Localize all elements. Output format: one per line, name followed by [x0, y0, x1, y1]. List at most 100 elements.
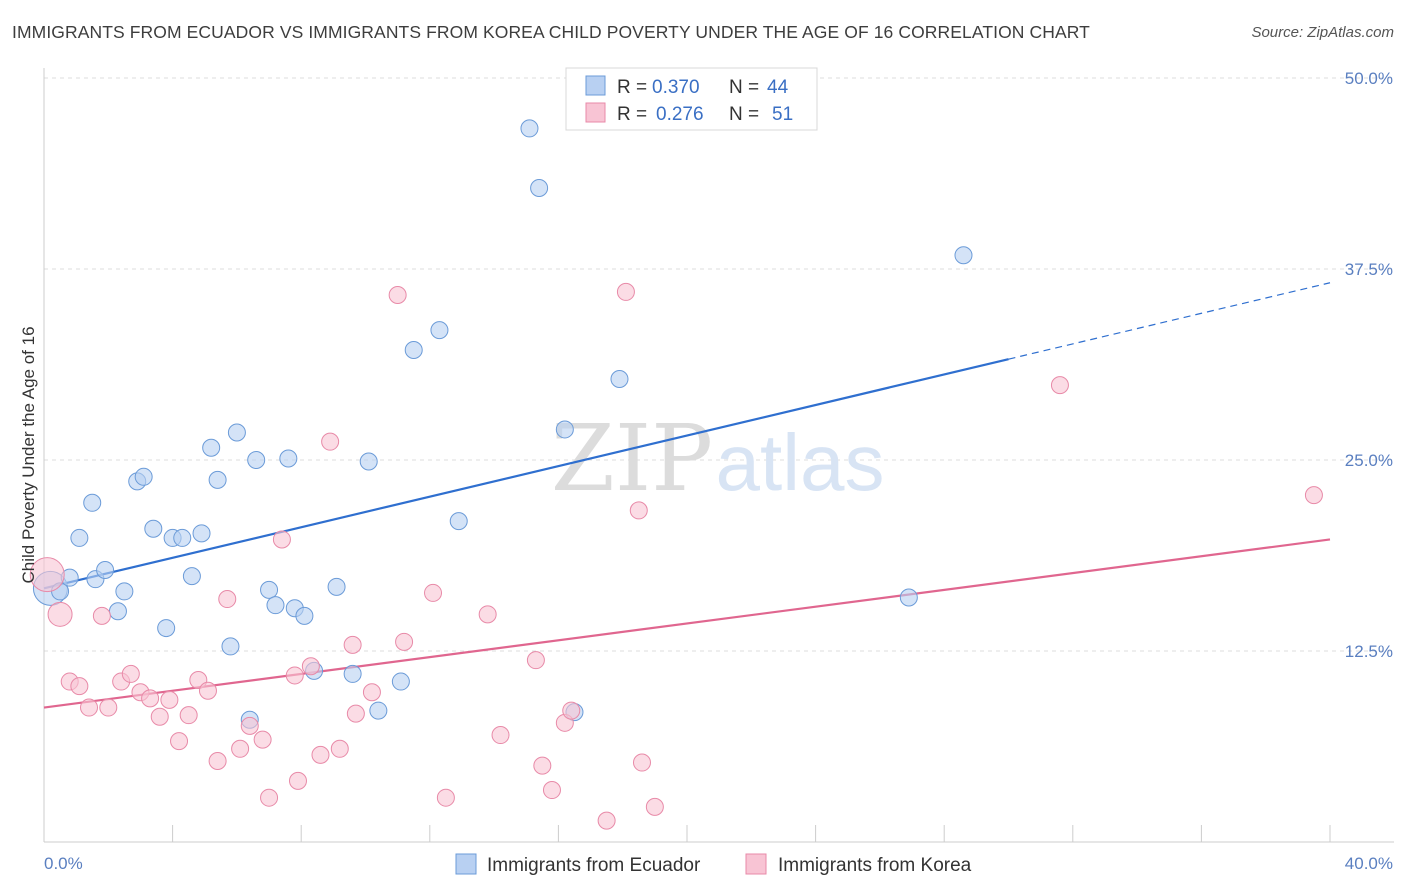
legend-r-label-korea: R = — [617, 104, 647, 125]
y-axis-title: Child Poverty Under the Age of 16 — [19, 326, 38, 583]
point-korea-45 — [616, 282, 635, 301]
point-korea-1 — [47, 601, 73, 627]
point-ecuador-37 — [530, 179, 549, 198]
point-ecuador-34 — [430, 321, 449, 340]
legend-n-value-ecuador: 44 — [767, 77, 789, 98]
point-korea-27 — [311, 745, 330, 764]
point-ecuador-20 — [227, 423, 246, 442]
point-korea-5 — [92, 606, 111, 625]
point-korea-41 — [542, 781, 561, 800]
point-korea-47 — [632, 753, 651, 772]
top-legend: R = 0.370 N = 44 R = 0.276 N = 51 — [565, 67, 818, 131]
point-korea-35 — [424, 583, 443, 602]
point-ecuador-15 — [182, 567, 201, 586]
point-ecuador-7 — [108, 602, 127, 621]
y-tick-label-1: 25.0% — [1345, 451, 1393, 470]
point-ecuador-32 — [391, 672, 410, 691]
point-ecuador-19 — [221, 637, 240, 656]
point-ecuador-42 — [899, 588, 918, 607]
point-ecuador-4 — [70, 528, 89, 547]
point-ecuador-36 — [520, 119, 539, 138]
point-korea-38 — [491, 726, 510, 745]
point-ecuador-33 — [404, 340, 423, 359]
watermark-atlas: atlas — [716, 418, 885, 507]
point-korea-6 — [99, 698, 118, 717]
legend-r-value-ecuador: 0.370 — [652, 77, 700, 98]
point-korea-8 — [121, 664, 140, 683]
point-ecuador-22 — [260, 580, 279, 599]
x-tick-label-min: 0.0% — [44, 854, 83, 873]
point-korea-0 — [29, 557, 65, 593]
point-ecuador-11 — [144, 519, 163, 538]
point-ecuador-23 — [266, 596, 285, 615]
data-points — [29, 119, 1323, 830]
point-ecuador-31 — [369, 701, 388, 720]
legend-r-value-korea: 0.276 — [656, 104, 704, 125]
trend-lines — [43, 282, 1331, 709]
trend-line-ecuador — [43, 358, 1009, 590]
bottom-legend-label-ecuador: Immigrants from Ecuador — [487, 855, 701, 876]
point-korea-46 — [629, 501, 648, 520]
legend-n-value-korea: 51 — [772, 104, 793, 125]
point-ecuador-3 — [83, 493, 102, 512]
point-ecuador-26 — [295, 606, 314, 625]
y-tick-labels: 12.5% 25.0% 37.5% 50.0% — [1345, 69, 1393, 661]
legend-n-label-ecuador: N = — [729, 77, 759, 98]
point-korea-31 — [346, 704, 365, 723]
point-ecuador-43 — [954, 246, 973, 265]
legend-r-label-ecuador: R = — [617, 77, 647, 98]
point-korea-32 — [362, 683, 381, 702]
point-ecuador-16 — [192, 524, 211, 543]
point-korea-20 — [240, 716, 259, 735]
watermark-zip: ZIP — [551, 405, 713, 512]
point-ecuador-10 — [134, 467, 153, 486]
point-korea-34 — [395, 632, 414, 651]
point-korea-24 — [285, 666, 304, 685]
grid-lines — [44, 77, 1394, 652]
point-ecuador-38 — [555, 420, 574, 439]
watermark: ZIP atlas — [551, 405, 885, 512]
point-korea-21 — [253, 730, 272, 749]
point-korea-37 — [478, 605, 497, 624]
bottom-legend-swatch-ecuador — [455, 853, 477, 875]
bottom-legend: Immigrants from Ecuador Immigrants from … — [455, 853, 972, 876]
point-ecuador-12 — [157, 619, 176, 638]
point-korea-22 — [260, 788, 279, 807]
point-korea-13 — [170, 732, 189, 751]
point-korea-40 — [533, 756, 552, 775]
point-korea-11 — [150, 707, 169, 726]
point-korea-25 — [288, 771, 307, 790]
axes — [43, 68, 1394, 843]
y-tick-label-2: 37.5% — [1345, 260, 1393, 279]
point-ecuador-21 — [247, 451, 266, 469]
point-korea-14 — [179, 706, 198, 725]
legend-swatch-ecuador — [585, 75, 606, 96]
point-ecuador-24 — [279, 449, 298, 468]
point-korea-43 — [562, 701, 581, 720]
point-korea-3 — [70, 677, 89, 696]
point-ecuador-29 — [343, 664, 362, 683]
point-ecuador-14 — [173, 528, 192, 547]
y-tick-label-0: 12.5% — [1345, 642, 1393, 661]
point-korea-17 — [208, 752, 227, 771]
bottom-legend-label-korea: Immigrants from Korea — [778, 855, 972, 876]
chart-title: IMMIGRANTS FROM ECUADOR VS IMMIGRANTS FR… — [12, 22, 1090, 42]
point-korea-44 — [597, 811, 616, 830]
legend-n-label-korea: N = — [729, 104, 759, 125]
point-ecuador-40 — [610, 370, 629, 389]
point-korea-48 — [645, 797, 664, 816]
point-korea-12 — [160, 690, 179, 709]
point-korea-33 — [388, 285, 407, 304]
trend-line-korea — [43, 538, 1331, 709]
bottom-legend-swatch-korea — [745, 853, 767, 875]
point-korea-30 — [343, 635, 362, 654]
point-korea-50 — [1304, 486, 1323, 505]
point-korea-23 — [272, 530, 291, 549]
point-korea-4 — [80, 698, 99, 717]
point-ecuador-18 — [208, 470, 227, 489]
point-korea-49 — [1050, 376, 1069, 395]
point-ecuador-30 — [359, 452, 378, 471]
trend-line-ecuador-extension — [1008, 282, 1331, 360]
point-ecuador-8 — [115, 582, 134, 601]
